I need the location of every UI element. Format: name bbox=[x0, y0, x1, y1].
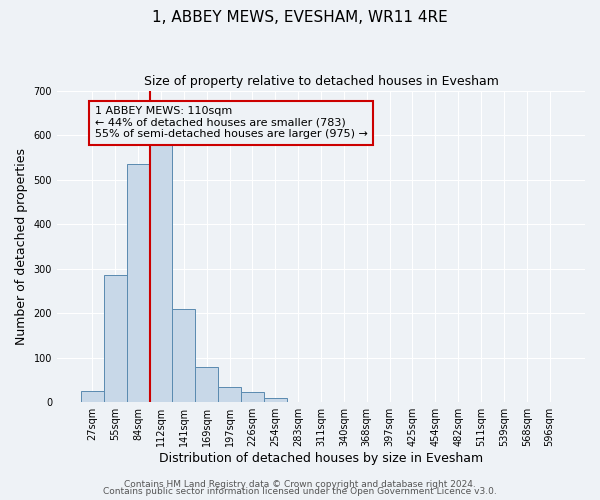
Bar bbox=[127, 164, 149, 402]
Text: 1, ABBEY MEWS, EVESHAM, WR11 4RE: 1, ABBEY MEWS, EVESHAM, WR11 4RE bbox=[152, 10, 448, 25]
Text: Contains public sector information licensed under the Open Government Licence v3: Contains public sector information licen… bbox=[103, 487, 497, 496]
Bar bbox=[149, 144, 172, 402]
Bar bbox=[81, 391, 104, 402]
Bar bbox=[172, 308, 195, 402]
Title: Size of property relative to detached houses in Evesham: Size of property relative to detached ho… bbox=[143, 75, 499, 88]
Bar bbox=[241, 392, 264, 402]
Bar bbox=[218, 386, 241, 402]
Text: 1 ABBEY MEWS: 110sqm
← 44% of detached houses are smaller (783)
55% of semi-deta: 1 ABBEY MEWS: 110sqm ← 44% of detached h… bbox=[95, 106, 368, 140]
Bar bbox=[195, 366, 218, 402]
Y-axis label: Number of detached properties: Number of detached properties bbox=[15, 148, 28, 345]
Bar bbox=[264, 398, 287, 402]
Text: Contains HM Land Registry data © Crown copyright and database right 2024.: Contains HM Land Registry data © Crown c… bbox=[124, 480, 476, 489]
X-axis label: Distribution of detached houses by size in Evesham: Distribution of detached houses by size … bbox=[159, 452, 483, 465]
Bar bbox=[104, 276, 127, 402]
